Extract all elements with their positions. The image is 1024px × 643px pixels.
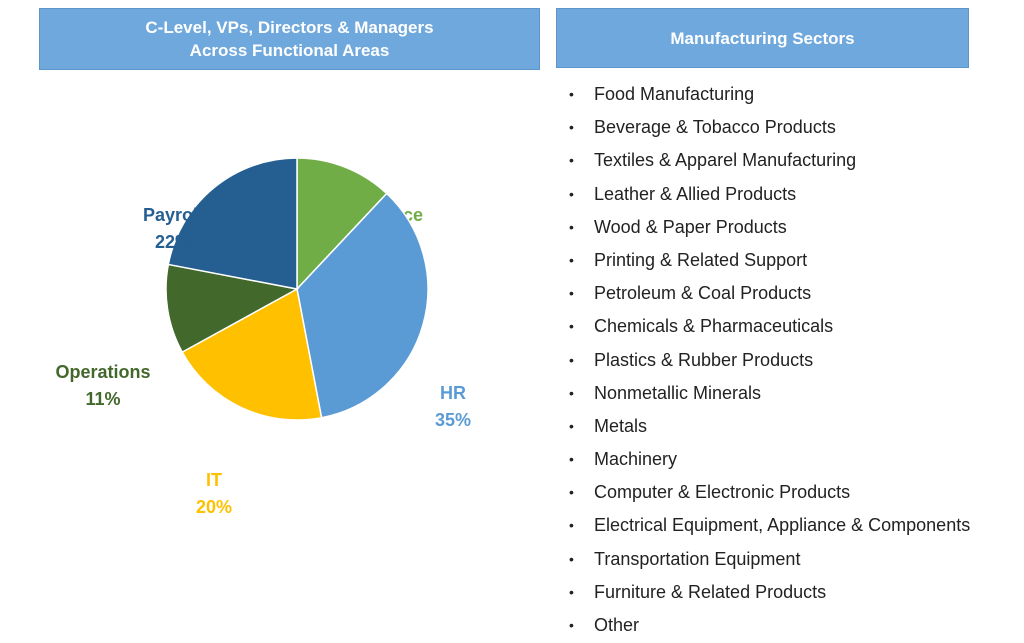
manufacturing-sectors-header: Manufacturing Sectors <box>556 8 969 68</box>
sector-label: Printing & Related Support <box>594 249 808 270</box>
bullet-icon: • <box>569 351 574 368</box>
pie-label-payroll: Payroll <box>143 205 203 225</box>
sector-label: Leather & Allied Products <box>594 183 797 204</box>
bullet-icon: • <box>569 285 574 302</box>
sector-label: Metals <box>594 415 648 436</box>
pie-label-hr: HR <box>440 383 466 403</box>
bullet-icon: • <box>569 218 574 235</box>
functional-areas-header-line2: Across Functional Areas <box>189 41 390 60</box>
pie-slice-operations <box>165 263 300 354</box>
sector-list-item: • Leather & Allied Products <box>568 178 970 211</box>
bullet-icon: • <box>569 86 574 102</box>
sector-label: Electrical Equipment, Appliance & Compon… <box>594 515 971 536</box>
bullet-icon: • <box>569 119 574 136</box>
pie-slice-finance <box>296 157 388 291</box>
manufacturing-sectors-title: Manufacturing Sectors <box>670 28 855 48</box>
bullet-icon: • <box>569 318 574 335</box>
sector-list-item: • Furniture & Related Products <box>568 576 970 609</box>
bullet-icon: • <box>569 384 574 401</box>
sector-list-item: • Textiles & Apparel Manufacturing <box>568 144 970 177</box>
bullet-icon: • <box>569 251 574 268</box>
sector-label: Plastics & Rubber Products <box>594 349 814 370</box>
sector-list-item: • Electrical Equipment, Appliance & Compo… <box>568 509 970 542</box>
sector-label: Chemicals & Pharmaceuticals <box>594 316 834 337</box>
sector-list-item: • Food Manufacturing <box>568 78 970 111</box>
sector-list-item: • Plastics & Rubber Products <box>568 344 970 377</box>
pie-label-it: IT <box>206 470 222 490</box>
sector-label: Food Manufacturing <box>594 84 755 104</box>
functional-areas-header-line1: C-Level, VPs, Directors & Managers <box>145 18 434 37</box>
bullet-icon: • <box>569 617 574 633</box>
sector-list-item: • Computer & Electronic Products <box>568 476 970 509</box>
pie-value-operations: 11% <box>85 389 120 409</box>
bullet-icon: • <box>569 417 574 434</box>
sector-list-item: • Nonmetallic Minerals <box>568 377 970 410</box>
sector-label: Other <box>594 615 640 635</box>
sector-label: Beverage & Tobacco Products <box>594 117 836 138</box>
sector-list-item: • Petroleum & Coal Products <box>568 277 970 310</box>
sector-label: Furniture & Related Products <box>594 581 827 602</box>
sector-list-item: • Printing & Related Support <box>568 244 970 277</box>
sector-label: Wood & Paper Products <box>594 216 787 237</box>
sector-label: Nonmetallic Minerals <box>594 382 762 403</box>
manufacturing-sectors-list: • Food Manufacturing • Beverage & Tobacco P… <box>568 78 970 642</box>
sector-label: Transportation Equipment <box>594 548 801 569</box>
pie-slice-it <box>181 287 323 421</box>
sector-list-item: • Chemicals & Pharmaceuticals <box>568 310 970 343</box>
bullet-icon: • <box>569 484 574 501</box>
sector-list-item: • Transportation Equipment <box>568 543 970 576</box>
sector-list-item: • Metals <box>568 410 970 443</box>
functional-areas-pie-chart: Finance12%HR35%IT20%Operations11%Payroll… <box>55 157 471 517</box>
pie-slice-hr <box>296 192 429 419</box>
sector-list-item: • Beverage & Tobacco Products <box>568 111 970 144</box>
sector-list-item: • Machinery <box>568 443 970 476</box>
bullet-icon: • <box>569 517 574 534</box>
pie-slice-payroll <box>167 157 298 290</box>
bullet-icon: • <box>569 152 574 169</box>
bullet-icon: • <box>569 583 574 600</box>
sector-label: Computer & Electronic Products <box>594 482 851 503</box>
bullet-icon: • <box>569 451 574 468</box>
sector-label: Petroleum & Coal Products <box>594 283 812 304</box>
pie-value-payroll: 22% <box>155 232 191 252</box>
pie-value-hr: 35% <box>435 410 471 430</box>
pie-label-operations: Operations <box>55 362 150 382</box>
functional-areas-header: C-Level, VPs, Directors & Managers Acros… <box>39 8 540 70</box>
sector-list-item: • Other <box>568 609 970 642</box>
bullet-icon: • <box>569 185 574 202</box>
pie-value-it: 20% <box>196 497 232 517</box>
sector-list-item: • Wood & Paper Products <box>568 211 970 244</box>
bullet-icon: • <box>569 550 574 567</box>
sector-label: Textiles & Apparel Manufacturing <box>594 150 857 171</box>
sector-label: Machinery <box>594 449 678 470</box>
